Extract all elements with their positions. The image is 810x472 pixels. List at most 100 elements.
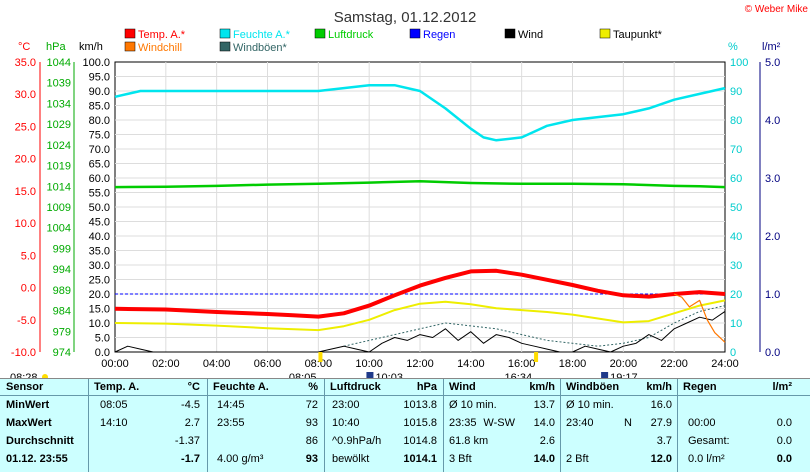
hum-value: 86 — [305, 435, 318, 447]
wind-tick: 85.0 — [89, 101, 110, 113]
wind-tick: 70.0 — [89, 144, 110, 156]
moonrise-time: 19:17 — [610, 372, 638, 378]
legend-label: Taupunkt* — [613, 29, 663, 41]
wind-direction: W-SW — [483, 417, 515, 429]
x-tick: 24:00 — [711, 358, 739, 370]
header-temp: Temp. A. — [94, 381, 140, 393]
rain-tick: 0.0 — [765, 347, 780, 359]
press-tick: 999 — [53, 243, 71, 255]
x-tick: 06:00 — [254, 358, 282, 370]
axis-units: °C hPa km/h% l/m² — [18, 41, 781, 53]
header-rain: Regen — [683, 381, 717, 393]
wind-tick: 55.0 — [89, 188, 110, 200]
temp-value: 2.7 — [184, 417, 200, 429]
wind-tick: 5.0 — [95, 333, 110, 345]
legend-label: Wind — [518, 29, 543, 41]
rain-tick: 3.0 — [765, 173, 780, 185]
rain-time: 0.0 l/m² — [688, 453, 725, 465]
row-label: MaxWert — [6, 417, 52, 429]
temp-tick: 0.0 — [21, 283, 36, 295]
hum-tick: 60 — [730, 173, 742, 185]
row-label: MinWert — [6, 399, 50, 411]
rain-unit: l/m² — [762, 41, 781, 53]
header-gust: Windböen — [566, 381, 620, 393]
header-wind: Wind — [449, 381, 476, 393]
temp-value: -4.5 — [181, 399, 200, 411]
press-tick: 1009 — [47, 202, 71, 214]
header-sensor: Sensor — [6, 381, 44, 393]
chart-title: Samstag, 01.12.2012 — [334, 9, 477, 26]
temp-time: 14:10 — [100, 417, 128, 429]
press-tick: 1034 — [47, 98, 71, 110]
hum-value: 93 — [305, 453, 318, 465]
header-rain-unit: l/m² — [772, 381, 792, 393]
hum-unit: % — [728, 41, 738, 53]
legend-label: Temp. A.* — [138, 29, 186, 41]
x-tick: 10:00 — [355, 358, 383, 370]
hum-tick: 10 — [730, 318, 742, 330]
temp-tick: 35.0 — [15, 57, 36, 69]
temp-value: -1.37 — [174, 435, 200, 447]
press-time: 23:00 — [332, 399, 360, 411]
sunset-sun-icon — [534, 352, 539, 362]
legend-label: Windchill — [138, 42, 182, 54]
wind-tick: 75.0 — [89, 130, 110, 142]
wind-tick: 25.0 — [89, 275, 110, 287]
rain-tick: 5.0 — [765, 57, 780, 69]
summary-table: Sensor Temp. A. °C Feuchte A.% Luftdruck hPa W… — [0, 378, 810, 472]
press-time: 10:40 — [332, 417, 360, 429]
copyright: © Weber Mike — [745, 4, 809, 15]
x-tick: 14:00 — [457, 358, 485, 370]
temp-tick: 20.0 — [15, 154, 36, 166]
wind-time: 3 Bft — [449, 453, 472, 465]
wind-tick: 30.0 — [89, 260, 110, 272]
series-windb-en — [343, 305, 726, 347]
hum-tick: 100 — [730, 57, 748, 69]
rain-tick: 2.0 — [765, 231, 780, 243]
hum-value: 72 — [305, 399, 318, 411]
press-unit: hPa — [46, 41, 66, 53]
header-press-unit: hPa — [416, 381, 437, 393]
press-tick: 984 — [53, 306, 71, 318]
legend-swatch — [219, 28, 231, 39]
hum-tick: 0 — [730, 347, 736, 359]
wind-tick: 0.0 — [95, 347, 110, 359]
press-time: ^0.9hPa/h — [332, 435, 382, 447]
series — [114, 83, 726, 353]
rain-tick: 1.0 — [765, 289, 780, 301]
header-wind-unit: km/h — [529, 381, 555, 393]
hum-time: 23:55 — [217, 417, 245, 429]
rain-tick: 4.0 — [765, 115, 780, 127]
x-tick: 08:00 — [305, 358, 333, 370]
legend-label: Feuchte A.* — [233, 29, 291, 41]
press-value: 1014.8 — [403, 435, 437, 447]
press-tick: 979 — [53, 326, 71, 338]
sunrise-sun-icon — [318, 352, 323, 362]
press-tick: 974 — [53, 347, 71, 359]
header-temp-unit: °C — [187, 381, 200, 393]
press-tick: 1044 — [47, 57, 71, 69]
wind-tick: 80.0 — [89, 115, 110, 127]
wind-tick: 10.0 — [89, 318, 110, 330]
x-tick: 12:00 — [406, 358, 434, 370]
gust-value: 3.7 — [656, 435, 672, 447]
legend-label: Regen — [423, 29, 455, 41]
hum-time: 14:45 — [217, 399, 245, 411]
legend: Temp. A.* Feuchte A.* Luftdruck Regen Wind Ta… — [124, 28, 663, 54]
temp-time: 08:05 — [100, 399, 128, 411]
temp-unit: °C — [18, 41, 30, 53]
wind-tick: 40.0 — [89, 231, 110, 243]
x-tick: 18:00 — [559, 358, 587, 370]
wind-tick: 50.0 — [89, 202, 110, 214]
press-tick: 994 — [53, 264, 71, 276]
rain-value: 0.0 — [776, 417, 792, 429]
left-axes: 35.0 30.0 25.0 20.0 15.0 10.0 5.0 0.0 -5.0 -10.0 1… — [11, 57, 110, 359]
series-taupunkt — [114, 299, 726, 332]
rain-value: 0.0 — [776, 435, 792, 447]
x-tick: 04:00 — [203, 358, 231, 370]
twilight-time: 08:28 — [10, 372, 38, 378]
x-tick: 22:00 — [660, 358, 688, 370]
sunrise-time: 08:05 — [289, 372, 317, 378]
moonset-moon-icon — [366, 372, 374, 378]
legend-swatch — [124, 28, 136, 39]
